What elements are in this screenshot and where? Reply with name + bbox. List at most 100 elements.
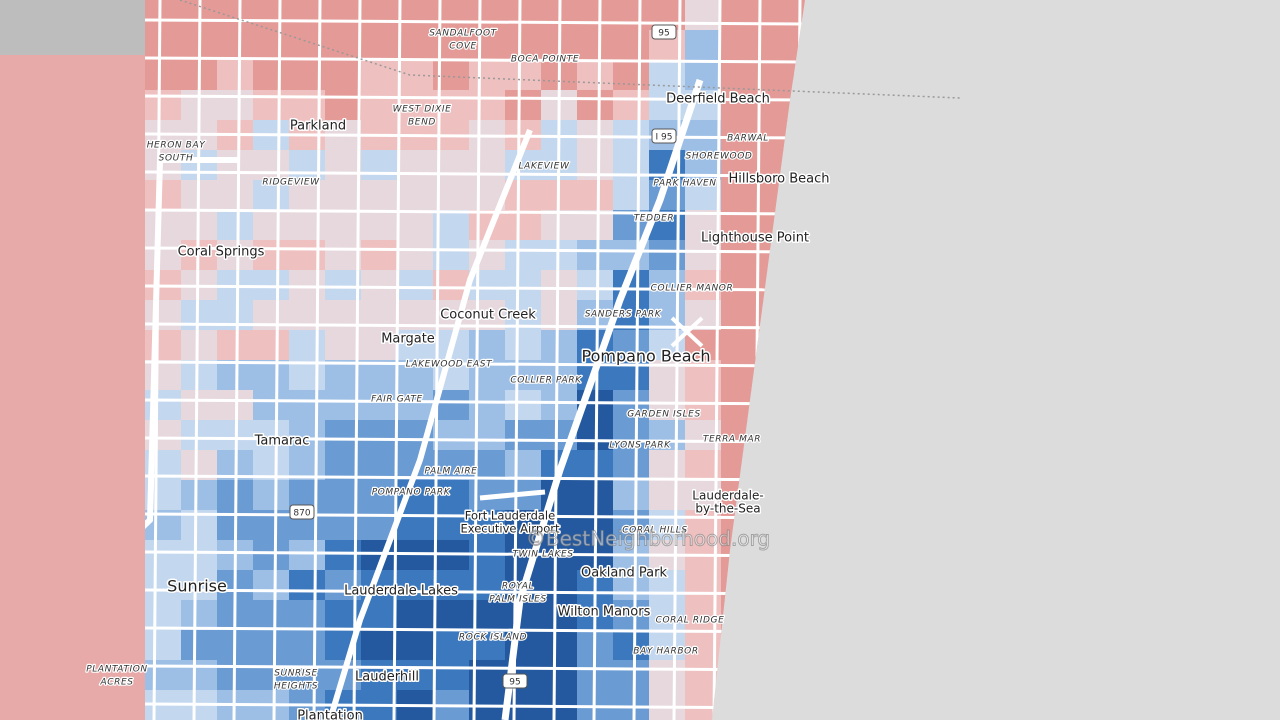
highway-shield — [289, 504, 315, 520]
tract — [289, 210, 326, 241]
tract — [217, 240, 254, 271]
tract — [181, 330, 218, 361]
neighborhood-label: SANDALFOOT — [429, 29, 497, 39]
tract — [469, 330, 506, 361]
tract — [361, 330, 398, 361]
tract — [397, 630, 434, 661]
tract — [505, 180, 542, 211]
tract — [181, 300, 218, 331]
tract — [361, 420, 398, 451]
tract — [217, 60, 254, 91]
tract — [433, 570, 470, 601]
tract — [649, 420, 686, 451]
tract — [325, 270, 362, 301]
road — [192, 0, 202, 720]
place-label: Fort Lauderdale — [465, 509, 555, 523]
tract — [253, 330, 290, 361]
tract — [145, 30, 182, 61]
highway-label: 95 — [658, 29, 669, 39]
tract — [505, 390, 542, 421]
tract — [181, 360, 218, 391]
tract — [253, 60, 290, 91]
tract — [181, 480, 218, 511]
tract — [325, 30, 362, 61]
tract — [289, 390, 326, 421]
tract — [685, 0, 722, 31]
tract — [181, 630, 218, 661]
tract — [613, 30, 650, 61]
tract — [253, 300, 290, 331]
tract — [253, 600, 290, 631]
tract — [397, 0, 434, 31]
outside-area — [0, 0, 145, 55]
tract — [469, 270, 506, 301]
neighborhood-label: SANDERS PARK — [585, 310, 662, 320]
tract — [541, 570, 578, 601]
tract — [217, 0, 254, 31]
tract — [361, 60, 398, 91]
tract — [541, 660, 578, 691]
tract — [217, 30, 254, 61]
place-label: Coconut Creek — [440, 308, 536, 323]
tract — [397, 570, 434, 601]
neighborhood-label: HEIGHTS — [274, 682, 318, 692]
neighborhood-label: ROCK ISLAND — [459, 633, 527, 643]
road — [145, 550, 805, 558]
tract — [577, 150, 614, 181]
tract — [289, 330, 326, 361]
tract — [289, 660, 326, 691]
tract — [685, 240, 722, 271]
road — [145, 18, 805, 26]
tract — [325, 60, 362, 91]
tract — [649, 510, 686, 541]
neighborhood-label: BEND — [408, 118, 436, 128]
highway-shield — [651, 128, 677, 144]
road — [232, 0, 242, 720]
tract — [469, 420, 506, 451]
tract — [325, 240, 362, 271]
tract — [613, 570, 650, 601]
county-line — [179, 0, 961, 99]
tract — [325, 180, 362, 211]
tract — [577, 60, 614, 91]
tract — [181, 570, 218, 601]
tract — [613, 450, 650, 481]
tract — [397, 540, 434, 571]
tract — [505, 90, 542, 121]
tract — [721, 240, 758, 271]
tract — [541, 600, 578, 631]
tract — [505, 270, 542, 301]
tract — [253, 630, 290, 661]
tract — [541, 270, 578, 301]
road — [672, 0, 682, 720]
neighborhood-label: PALM AIRE — [425, 467, 478, 477]
tract — [685, 270, 722, 301]
neighborhood-label: TEDDER — [634, 214, 675, 224]
tract — [361, 660, 398, 691]
tract — [469, 0, 506, 31]
neighborhood-label: TWIN LAKES — [512, 550, 573, 560]
tract — [145, 570, 182, 601]
tract — [433, 450, 470, 481]
neighborhood-label: LYONS PARK — [609, 441, 671, 451]
neighborhood-label: CORAL HILLS — [622, 526, 687, 536]
tract — [649, 660, 686, 691]
tract — [505, 0, 542, 31]
tract — [541, 630, 578, 661]
place-label: Wilton Manors — [558, 605, 651, 620]
neighborhood-label: LAKEVIEW — [519, 162, 570, 172]
tract — [613, 690, 650, 720]
tract — [145, 0, 182, 31]
tract — [397, 90, 434, 121]
road — [392, 0, 402, 720]
tract — [721, 180, 758, 211]
tract — [649, 450, 686, 481]
tract — [757, 30, 794, 61]
tract — [721, 60, 758, 91]
place-label: Plantation — [297, 709, 363, 720]
tract — [613, 60, 650, 91]
tract — [253, 30, 290, 61]
place-label: Lighthouse Point — [701, 231, 809, 246]
place-label: Lauderhill — [355, 670, 419, 685]
tract — [325, 0, 362, 31]
